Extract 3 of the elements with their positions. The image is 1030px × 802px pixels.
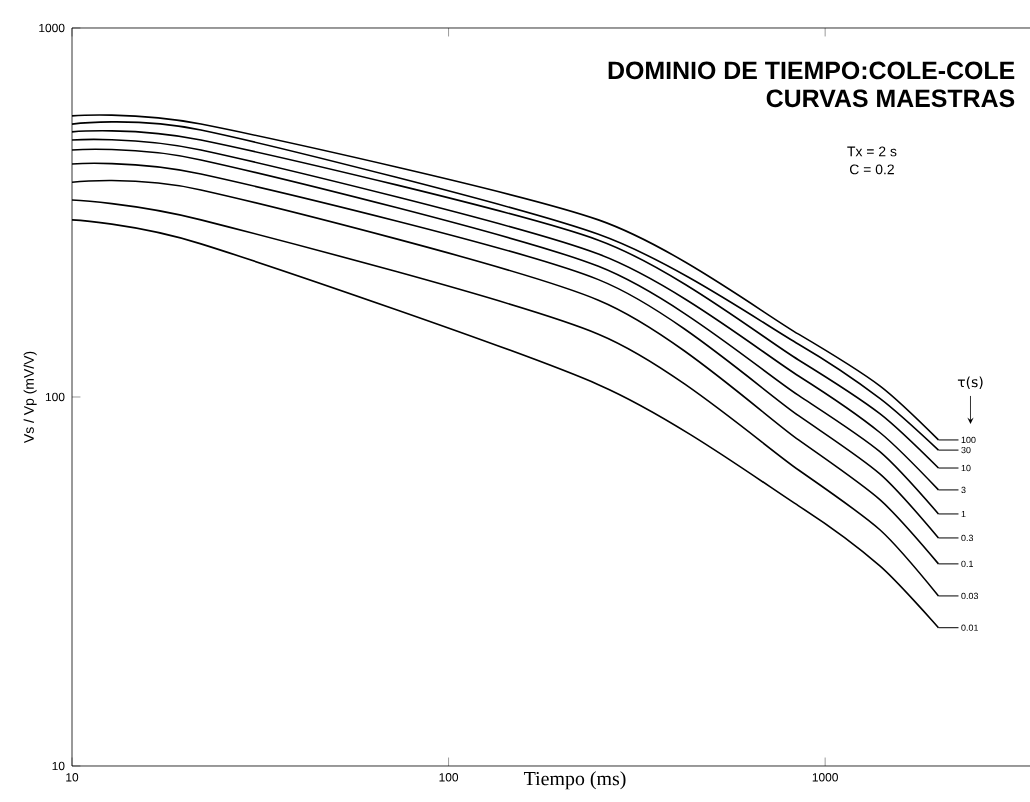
x-axis-title: Tiempo (ms) bbox=[523, 771, 626, 790]
text: DOMINIO DE TIEMPO:COLE-COLE bbox=[608, 61, 1015, 80]
text: CURVAS MAESTRAS bbox=[766, 89, 1015, 108]
